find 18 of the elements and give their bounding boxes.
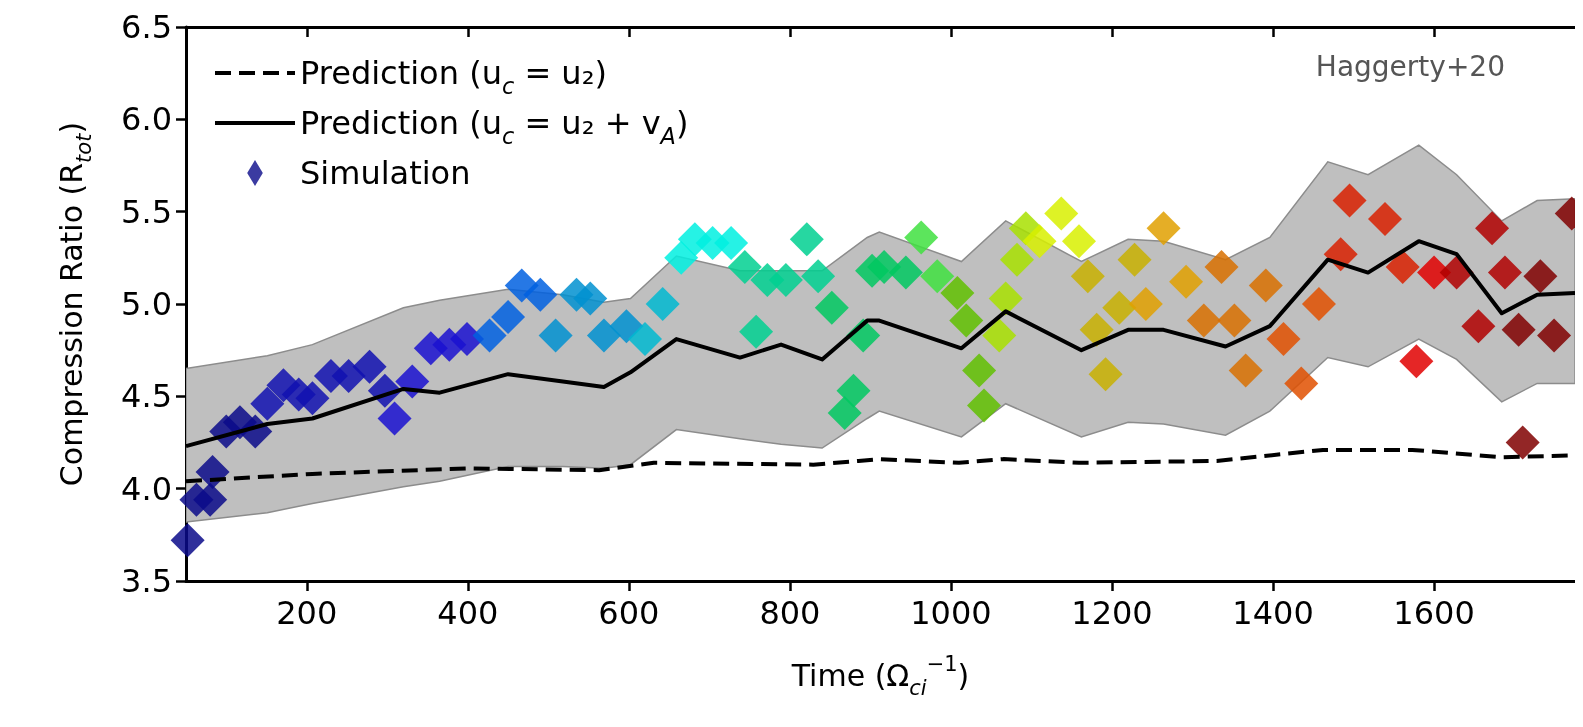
x-tick-label: 1400 (1232, 594, 1314, 632)
y-tick-label: 4.5 (121, 377, 172, 416)
y-tick-label: 5.5 (121, 192, 172, 231)
x-tick-label: 1600 (1393, 594, 1475, 632)
y-tick-label: 6.0 (121, 100, 172, 139)
y-tick-label: 5.0 (121, 285, 172, 323)
y-tick-label: 4.0 (121, 469, 172, 508)
y-axis-title: Compression Ratio (Rtot) (54, 121, 96, 487)
annotation: Haggerty+20 (1315, 49, 1505, 83)
y-tick-label: 6.5 (121, 8, 172, 46)
legend-label: Simulation (300, 154, 471, 192)
x-tick-label: 1200 (1071, 594, 1153, 632)
x-tick-label: 400 (437, 594, 499, 632)
x-tick-label: 1000 (910, 594, 992, 632)
x-tick-label: 600 (598, 594, 660, 632)
x-tick-label: 200 (276, 594, 338, 632)
y-tick-label: 3.5 (121, 562, 172, 600)
x-tick-label: 800 (759, 594, 821, 632)
